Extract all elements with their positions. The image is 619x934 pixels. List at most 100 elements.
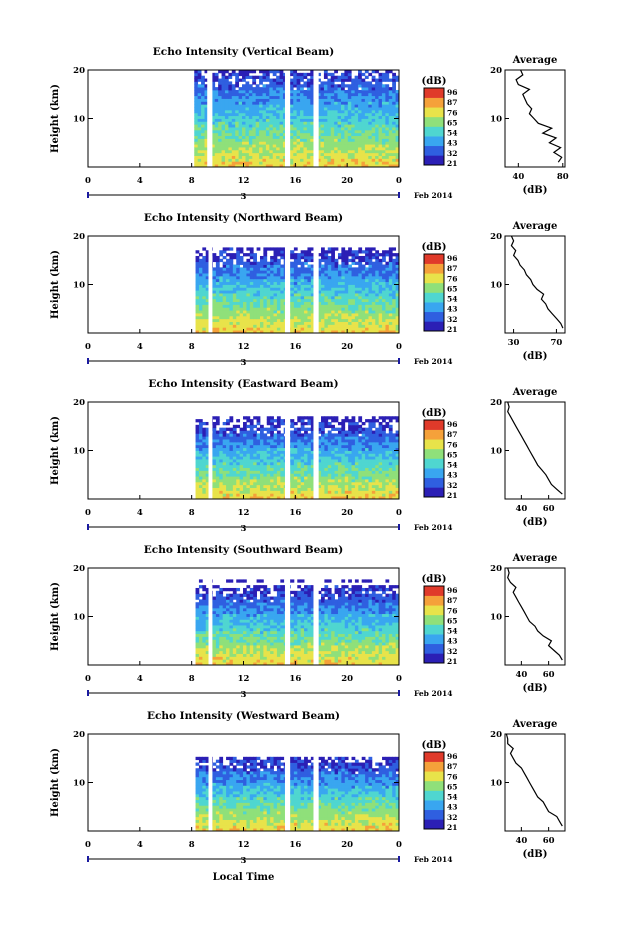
heatmap-cell [243, 270, 247, 273]
heatmap-cell [358, 439, 362, 442]
heatmap-cell [240, 442, 244, 445]
heatmap-cell [372, 485, 376, 488]
heatmap-cell [358, 141, 362, 144]
heatmap-cell [297, 116, 301, 119]
y-tick-label: 10 [73, 115, 85, 125]
heatmap-cell [301, 253, 305, 256]
colorbar-segment [424, 321, 444, 331]
heatmap-cell [392, 87, 396, 90]
heatmap-cell [341, 273, 345, 276]
heatmap-cell [270, 476, 274, 479]
heatmap-cell [226, 259, 230, 262]
heatmap-cell [303, 116, 307, 119]
heatmap-cell [324, 322, 328, 325]
heatmap-cell [263, 267, 267, 270]
heatmap-cell [341, 99, 345, 102]
heatmap-cell [236, 453, 240, 456]
heatmap-cell [226, 247, 230, 250]
heatmap-cell [321, 253, 325, 256]
heatmap-cell [236, 322, 240, 325]
heatmap-cell [341, 316, 345, 319]
heatmap-cell [307, 313, 311, 316]
heatmap-cell [375, 473, 379, 476]
heatmap-cell [375, 79, 379, 82]
heatmap-cell [368, 90, 372, 93]
heatmap-cell [243, 307, 247, 310]
heatmap-cell [321, 267, 325, 270]
heatmap-cell [379, 456, 383, 459]
heatmap-cell [392, 279, 396, 282]
heatmap-cell [300, 73, 304, 76]
heatmap-cell [263, 273, 267, 276]
heatmap-cell [293, 90, 297, 93]
heatmap-cell [335, 282, 339, 285]
heatmap-cell [229, 290, 233, 293]
heatmap-cell [331, 442, 335, 445]
heatmap-cell [331, 445, 335, 448]
heatmap-cell [372, 490, 376, 493]
heatmap-cell [229, 327, 233, 330]
heatmap-cell [273, 107, 277, 110]
heatmap-cell [324, 119, 328, 122]
heatmap-cell [235, 153, 239, 156]
heatmap-cell [267, 304, 271, 307]
heatmap-cell [358, 110, 362, 113]
heatmap-cell [219, 322, 223, 325]
heatmap-cell [259, 79, 263, 82]
heatmap-cell [327, 99, 331, 102]
heatmap-cell [345, 493, 349, 496]
heatmap-cell [382, 124, 386, 127]
heatmap-cell [307, 307, 311, 310]
heatmap-cell [352, 273, 356, 276]
heatmap-cell [301, 490, 305, 493]
heatmap-cell [199, 439, 203, 442]
heatmap-cell [277, 287, 281, 290]
heatmap-cell [266, 116, 270, 119]
heatmap-cell [351, 84, 355, 87]
heatmap-cell [280, 322, 284, 325]
heatmap-cell [232, 119, 236, 122]
heatmap-cell [226, 302, 230, 305]
heatmap-cell [273, 121, 277, 124]
heatmap-cell [372, 488, 376, 491]
heatmap-cell [235, 124, 239, 127]
heatmap-cell [321, 81, 325, 84]
heatmap-cell [375, 265, 379, 268]
heatmap-cell [216, 267, 220, 270]
heatmap-cell [263, 144, 267, 147]
heatmap-cell [222, 124, 226, 127]
heatmap-cell [303, 138, 307, 141]
heatmap-cell [263, 119, 267, 122]
heatmap-cell [240, 273, 244, 276]
heatmap-cell [213, 299, 217, 302]
heatmap-cell [225, 104, 229, 107]
heatmap-cell [236, 270, 240, 273]
heatmap-cell [307, 493, 311, 496]
heatmap-cell [280, 87, 284, 90]
heatmap-cell [344, 110, 348, 113]
heatmap-cell [368, 282, 372, 285]
heatmap-cell [280, 90, 284, 93]
heatmap-cell [246, 476, 250, 479]
heatmap-cell [348, 93, 352, 96]
heatmap-cell [375, 451, 379, 454]
heatmap-cell [260, 327, 264, 330]
heatmap-cell [303, 156, 307, 159]
heatmap-cell [263, 310, 267, 313]
heatmap-cell [328, 279, 332, 282]
heatmap-cell [226, 279, 230, 282]
heatmap-cell [382, 470, 386, 473]
heatmap-cell [196, 493, 200, 496]
heatmap-cell [253, 470, 257, 473]
heatmap-cell [303, 96, 307, 99]
heatmap-cell [269, 144, 273, 147]
heatmap-cell [277, 250, 281, 253]
heatmap-cell [331, 290, 335, 293]
heatmap-cell [219, 456, 223, 459]
heatmap-cell [245, 84, 249, 87]
heatmap-cell [324, 468, 328, 471]
heatmap-cell [256, 93, 260, 96]
heatmap-cell [382, 488, 386, 491]
heatmap-cell [338, 156, 342, 159]
heatmap-cell [223, 482, 227, 485]
